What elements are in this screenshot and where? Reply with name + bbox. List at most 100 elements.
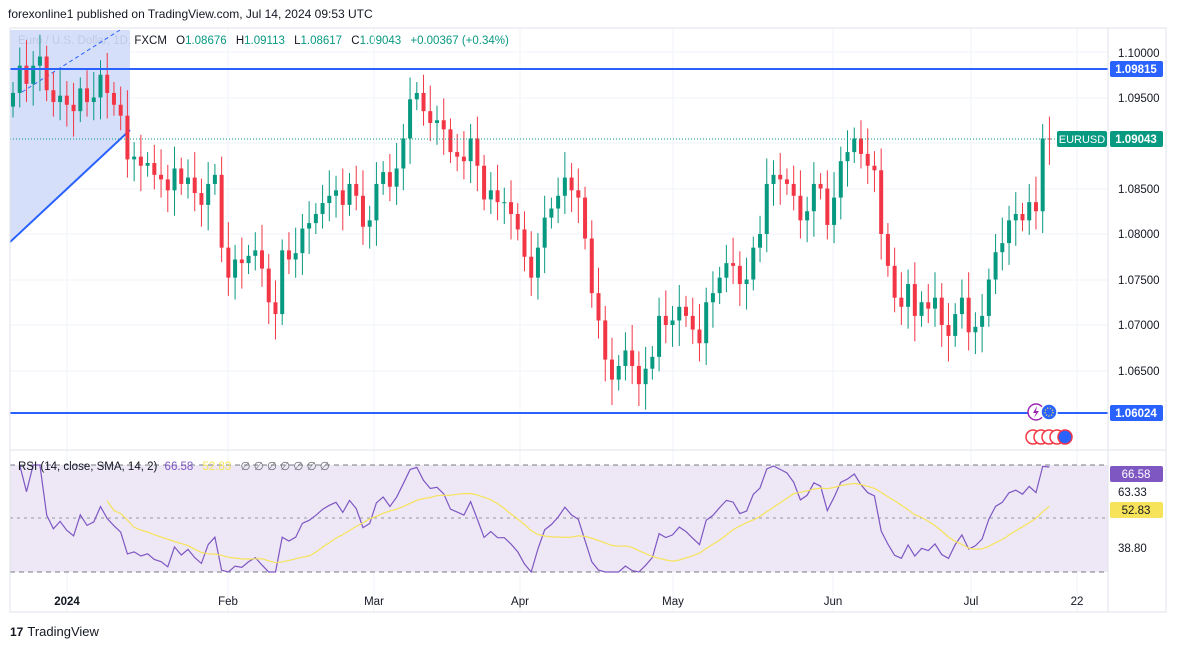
candle-body bbox=[562, 177, 567, 196]
candle-body bbox=[51, 90, 56, 103]
candle-body bbox=[616, 365, 621, 380]
price-tick: 1.07000 bbox=[1118, 320, 1160, 332]
candle-body bbox=[589, 238, 594, 294]
candle-body bbox=[966, 297, 971, 333]
candle-body bbox=[784, 179, 789, 184]
rsi-value-label: 66.58 bbox=[1122, 469, 1151, 481]
triangle-upper-edge[interactable] bbox=[21, 29, 121, 93]
candle-body bbox=[266, 268, 271, 303]
open-label: O bbox=[176, 35, 186, 47]
rsi-sma-label-bg bbox=[1110, 502, 1163, 518]
candle-body bbox=[939, 297, 944, 325]
candle-body bbox=[340, 190, 345, 205]
candle-body bbox=[24, 65, 29, 84]
candle-body bbox=[724, 263, 729, 278]
candle-body bbox=[219, 174, 224, 248]
candle-body bbox=[980, 315, 985, 327]
candle-body bbox=[280, 250, 285, 315]
rsi-legend-sma: 52.83 bbox=[202, 461, 232, 473]
candle-body bbox=[414, 92, 419, 100]
candle-body bbox=[502, 202, 507, 204]
candle-body bbox=[172, 168, 177, 191]
candle-body bbox=[354, 183, 359, 196]
candle-body bbox=[394, 168, 399, 187]
candle-body bbox=[515, 213, 520, 230]
candle-body bbox=[132, 156, 137, 160]
candle-body bbox=[327, 195, 332, 204]
time-axis[interactable]: 2024 Feb Mar Apr May Jun Jul 22 bbox=[54, 596, 1083, 608]
price-scale[interactable]: 1.10000 1.09500 1.08500 1.08000 1.07500 … bbox=[1118, 48, 1160, 378]
candle-body bbox=[11, 92, 15, 107]
triangle-lower-edge[interactable] bbox=[9, 129, 131, 243]
candle-body bbox=[798, 195, 803, 221]
candle-body bbox=[636, 365, 641, 385]
candle-body bbox=[165, 179, 170, 191]
candle-body bbox=[320, 203, 325, 214]
us-flag-event-icon[interactable] bbox=[1057, 429, 1073, 445]
tradingview-footer[interactable]: 17 TradingView bbox=[10, 624, 99, 639]
candle-body bbox=[455, 152, 460, 157]
event-icons[interactable] bbox=[1025, 403, 1073, 445]
candle-body bbox=[751, 247, 756, 280]
candle-body bbox=[179, 168, 184, 184]
candle-body bbox=[838, 161, 843, 198]
candle-body bbox=[865, 153, 870, 166]
candle-body bbox=[852, 138, 857, 153]
rsi-tick: 63.33 bbox=[1118, 487, 1147, 499]
candle-body bbox=[731, 263, 736, 266]
candle-body bbox=[307, 223, 312, 229]
candle-body bbox=[461, 156, 466, 162]
time-tick: Mar bbox=[364, 596, 384, 608]
candle-body bbox=[603, 320, 608, 360]
eu-flag-event-icon[interactable] bbox=[1040, 403, 1058, 421]
close-label: C bbox=[351, 35, 360, 47]
candle-body bbox=[542, 217, 547, 248]
candle-body bbox=[993, 252, 998, 280]
chart-frame bbox=[9, 27, 1167, 613]
candle-body bbox=[374, 183, 379, 221]
time-tick: Jul bbox=[964, 596, 979, 608]
candle-body bbox=[832, 197, 837, 225]
candle-body bbox=[818, 183, 823, 189]
candle-body bbox=[845, 152, 850, 162]
candle-body bbox=[885, 234, 890, 266]
rsi-sma-label: 52.83 bbox=[1122, 505, 1151, 517]
candle-body bbox=[744, 279, 749, 285]
candle-body bbox=[212, 174, 217, 184]
price-tick: 1.07500 bbox=[1118, 275, 1160, 287]
rsi-title: RSI (14, close, SMA, 14, 2) bbox=[18, 461, 158, 473]
candle-body bbox=[381, 172, 386, 184]
candlesticks bbox=[11, 34, 1052, 410]
time-tick: 2024 bbox=[54, 596, 80, 608]
candle-body bbox=[286, 250, 291, 260]
rsi-legend[interactable]: RSI (14, close, SMA, 14, 2) 66.58 52.83 … bbox=[18, 459, 330, 473]
resistance-price-label-bg bbox=[1110, 61, 1163, 77]
candle-body bbox=[778, 174, 783, 180]
candle-body bbox=[145, 163, 150, 166]
candle-body bbox=[811, 183, 816, 212]
candle-body bbox=[152, 163, 157, 175]
time-tick: May bbox=[662, 596, 684, 608]
time-tick: Apr bbox=[511, 596, 529, 608]
lightning-glyph bbox=[1033, 406, 1039, 418]
rsi-value-label-bg bbox=[1110, 466, 1163, 482]
candle-body bbox=[933, 297, 938, 309]
candle-body bbox=[879, 170, 884, 234]
candle-body bbox=[273, 302, 278, 315]
candle-body bbox=[535, 247, 540, 278]
candle-body bbox=[421, 92, 426, 112]
candle-body bbox=[764, 183, 769, 234]
published-by-line: forexonline1 published on TradingView.co… bbox=[8, 7, 373, 21]
candle-body bbox=[576, 190, 581, 198]
candle-body bbox=[347, 183, 352, 205]
candle-body bbox=[704, 302, 709, 344]
candle-body bbox=[488, 190, 493, 200]
candle-body bbox=[300, 228, 305, 254]
change-value: +0.00367 (+0.34%) bbox=[410, 35, 509, 47]
candle-body bbox=[125, 115, 130, 160]
candle-body bbox=[697, 329, 702, 344]
candle-body bbox=[959, 297, 964, 315]
candle-body bbox=[858, 138, 863, 154]
time-tick: Jun bbox=[824, 596, 843, 608]
